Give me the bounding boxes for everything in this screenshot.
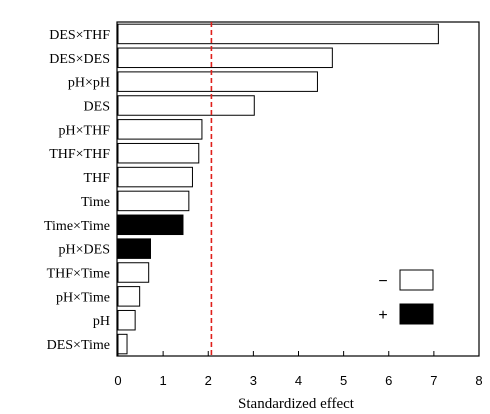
bar — [117, 142, 200, 164]
x-tick-label: 2 — [205, 373, 212, 388]
category-label: THF×Time — [47, 267, 110, 282]
bar — [117, 119, 203, 140]
bar — [117, 95, 255, 116]
x-tick-label: 1 — [160, 373, 167, 388]
legend-swatch — [399, 269, 434, 291]
bar — [117, 47, 333, 69]
x-tick-label: 7 — [430, 373, 437, 388]
category-label: THF×THF — [49, 147, 110, 162]
x-tick-label: 5 — [340, 373, 347, 388]
x-tick-label: 0 — [114, 373, 121, 388]
category-label: Time×Time — [44, 219, 110, 234]
bar — [117, 214, 184, 236]
category-label: pH×THF — [59, 123, 111, 138]
category-label: pH×pH — [68, 76, 110, 91]
category-label: DES×DES — [49, 52, 110, 67]
bars-group — [117, 23, 439, 355]
bar — [117, 190, 190, 212]
category-label: Time — [81, 195, 110, 210]
legend-sign: − — [378, 273, 387, 290]
bar — [117, 71, 318, 92]
category-label: pH×Time — [56, 290, 110, 305]
bar — [117, 286, 141, 307]
category-label: pH — [93, 314, 110, 329]
category-label: pH×DES — [59, 243, 110, 258]
category-label: DES×THF — [49, 28, 110, 43]
x-axis: 0 1 2 3 4 5 6 7 8 — [114, 351, 483, 388]
category-label: THF — [84, 171, 111, 186]
category-label: DES — [84, 100, 110, 115]
bar — [117, 262, 150, 283]
bar — [117, 333, 128, 355]
bar — [117, 166, 193, 188]
category-label: DES×Time — [47, 338, 110, 353]
x-tick-label: 4 — [295, 373, 302, 388]
bar — [117, 23, 439, 45]
legend-sign: + — [378, 307, 387, 324]
legend-swatch — [399, 303, 434, 325]
bar — [117, 309, 136, 331]
x-tick-label: 8 — [475, 373, 482, 388]
bar — [117, 238, 151, 259]
x-axis-title: Standardized effect — [238, 396, 355, 412]
legend: −+ — [378, 269, 434, 325]
x-tick-label: 3 — [250, 373, 257, 388]
category-labels: DES×THF DES×DES pH×pH DES pH×THF THF×THF THF Ti… — [44, 28, 110, 353]
x-tick-label: 6 — [385, 373, 392, 388]
